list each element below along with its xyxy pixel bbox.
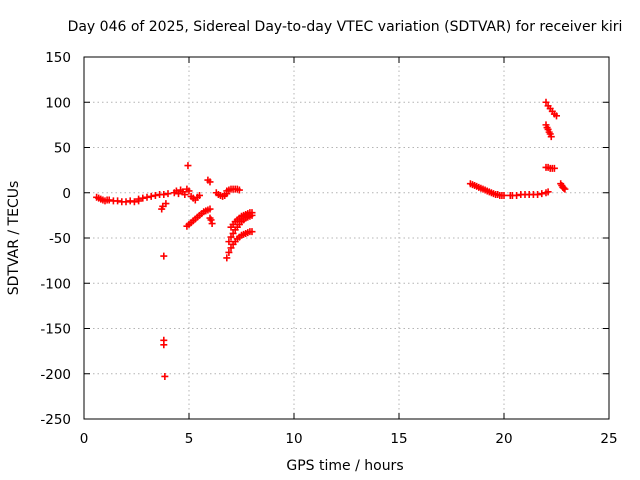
data-point <box>206 178 214 186</box>
y-tick-label: 50 <box>54 141 71 157</box>
axis-ticks <box>83 56 610 420</box>
series-cluster-4-5h <box>170 185 203 204</box>
y-tick-label: 0 <box>62 186 71 202</box>
data-point <box>122 198 130 206</box>
data-point <box>175 190 182 198</box>
data-point <box>184 162 192 170</box>
data-point <box>547 133 555 141</box>
data-point <box>105 196 113 204</box>
data-point <box>151 191 159 199</box>
data-point <box>206 214 214 222</box>
x-axis-title: GPS time / hours <box>286 458 403 474</box>
data-point <box>135 195 143 203</box>
data-point <box>550 164 558 172</box>
data-point <box>225 248 233 256</box>
chart-title: Day 046 of 2025, Sidereal Day-to-day VTE… <box>68 19 623 35</box>
data-point <box>130 198 138 206</box>
data-point <box>185 187 193 195</box>
data-point <box>147 192 155 200</box>
x-tick-label: 15 <box>390 431 407 447</box>
y-tick-labels: -250 -200 -150 -100 -50 0 50 100 150 <box>40 50 71 428</box>
data-point <box>223 254 231 262</box>
data-point <box>164 190 172 198</box>
series-arc-flat-20h <box>506 188 552 199</box>
series-arc-morning <box>105 196 143 206</box>
data-point <box>160 252 168 260</box>
series-arc-evening <box>466 180 508 199</box>
data-point <box>208 220 216 228</box>
y-tick-label: 150 <box>45 50 71 66</box>
data-point <box>229 229 237 237</box>
y-axis-title: SDTVAR / TECUs <box>6 181 22 296</box>
series-arc-descend-5h <box>183 205 214 230</box>
y-tick-label: -250 <box>40 412 71 428</box>
y-tick-label: -150 <box>40 322 71 338</box>
data-point <box>534 191 542 199</box>
y-tick-label: -100 <box>40 276 71 292</box>
data-point <box>160 191 168 199</box>
x-tick-label: 20 <box>495 431 512 447</box>
data-point <box>162 200 170 208</box>
x-tick-label: 10 <box>285 431 302 447</box>
data-point <box>126 197 134 205</box>
data-point <box>181 191 189 199</box>
data-point <box>561 185 569 193</box>
data-point <box>513 191 521 199</box>
series-spike-5h <box>184 162 192 170</box>
data-point <box>553 112 560 120</box>
series-arc-7h <box>223 185 243 195</box>
series-arc-28-22h <box>542 163 558 172</box>
data-point <box>143 193 151 201</box>
data-point <box>161 372 169 380</box>
data-point <box>500 191 508 199</box>
series-arc-6h <box>212 189 231 200</box>
series-outliers-4h <box>158 200 170 380</box>
x-tick-label: 0 <box>80 431 89 447</box>
data-point <box>248 228 256 236</box>
y-tick-label: -200 <box>40 367 71 383</box>
series-arc-70-22h <box>542 121 555 141</box>
x-tick-label: 5 <box>185 431 194 447</box>
data-point <box>206 205 214 213</box>
series-arc-late <box>557 180 569 193</box>
data-point <box>248 209 256 217</box>
series-points-6h <box>204 176 216 228</box>
grid-lines <box>84 57 609 419</box>
data-point <box>225 238 233 246</box>
data-point <box>227 233 235 241</box>
data-point <box>560 184 568 192</box>
data-point <box>542 98 550 106</box>
data-point <box>114 197 122 205</box>
data-points <box>93 98 569 380</box>
data-point <box>139 194 147 202</box>
data-point <box>227 244 235 252</box>
y-tick-label: -50 <box>49 231 71 247</box>
data-point <box>544 188 552 196</box>
data-point <box>538 190 546 198</box>
data-point <box>160 341 168 349</box>
x-tick-labels: 0 5 10 15 20 25 <box>80 431 618 447</box>
series-arc-steep-7h <box>223 228 256 262</box>
series-arc-rise-3h <box>135 190 172 203</box>
y-tick-label: 100 <box>45 95 71 111</box>
x-tick-label: 25 <box>600 431 617 447</box>
series-arc-early <box>93 193 111 205</box>
data-point <box>196 191 203 199</box>
series-arc-top-7h <box>227 209 256 231</box>
series-arc-high-22h <box>542 98 560 120</box>
data-point <box>235 186 243 194</box>
